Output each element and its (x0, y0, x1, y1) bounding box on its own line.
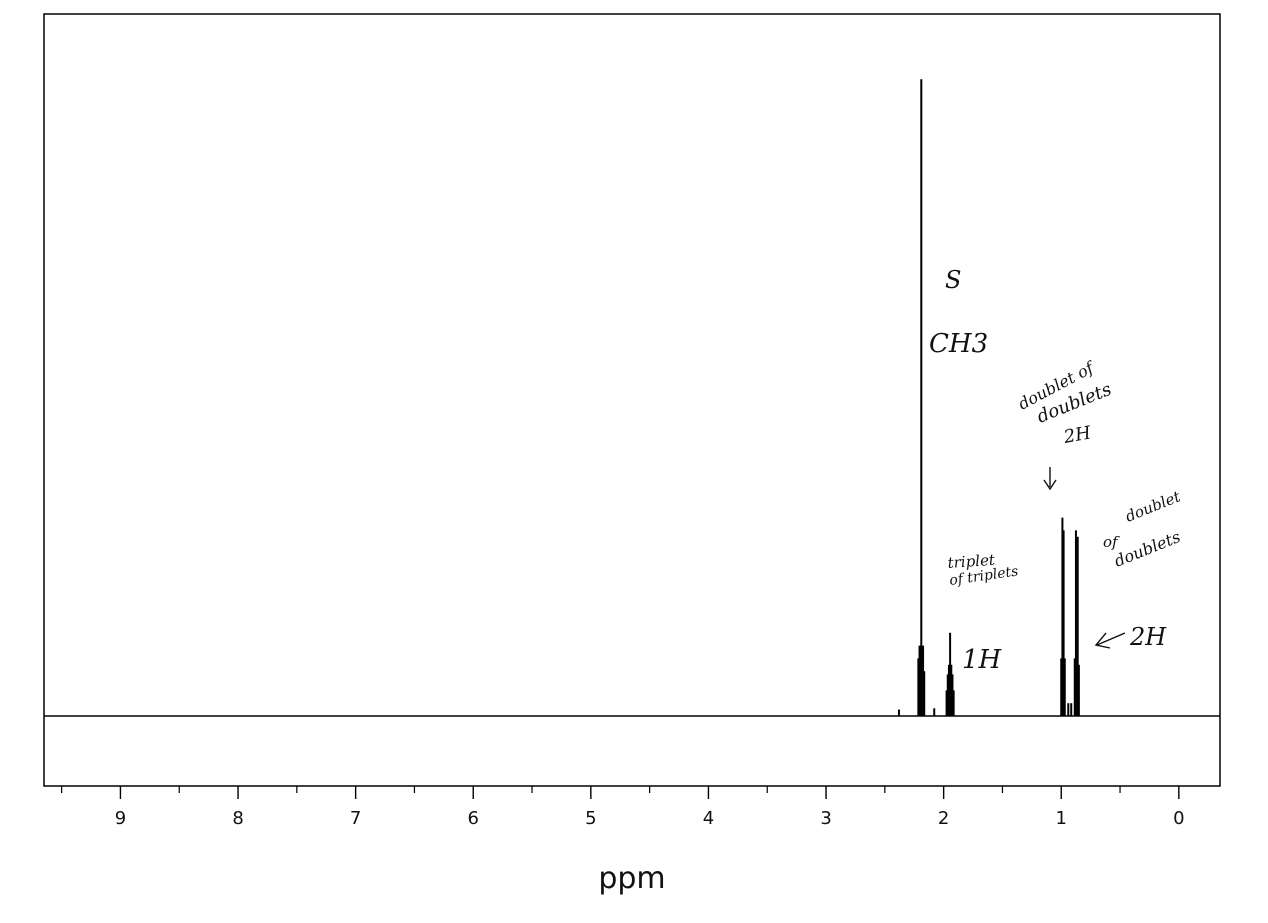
annotation-arrowhead-left (1094, 632, 1111, 649)
annotation-1h: 1H (962, 645, 1003, 675)
annotation-arrow-left (1096, 632, 1126, 646)
x-tick-label: 2 (938, 808, 949, 829)
x-axis-ticks: 9 8 7 6 5 4 3 2 1 0 (61, 786, 1185, 829)
x-tick-label: 5 (585, 808, 596, 829)
spectrum-trace (44, 79, 1220, 717)
x-tick-label: 6 (468, 808, 479, 829)
annotation-2h-right: 2H (1129, 623, 1167, 651)
x-tick-label: 7 (350, 808, 361, 829)
annotation-ch3: CH3 (929, 329, 988, 359)
annotation-of-right: of (1103, 533, 1120, 551)
annotation-triplet: triplet (947, 551, 996, 572)
x-tick-label: 0 (1173, 808, 1184, 829)
x-tick-label: 3 (820, 808, 831, 829)
x-tick-label: 8 (232, 808, 243, 829)
x-tick-label: 1 (1056, 808, 1067, 829)
annotation-2h-upper: 2H (1061, 422, 1093, 448)
x-axis-title: ppm (598, 861, 665, 896)
annotation-singlet: S (945, 266, 961, 294)
x-tick-label: 9 (115, 808, 126, 829)
plot-frame (43, 13, 1221, 787)
x-tick-label: 4 (703, 808, 714, 829)
annotation-arrowhead-down (1043, 479, 1057, 491)
